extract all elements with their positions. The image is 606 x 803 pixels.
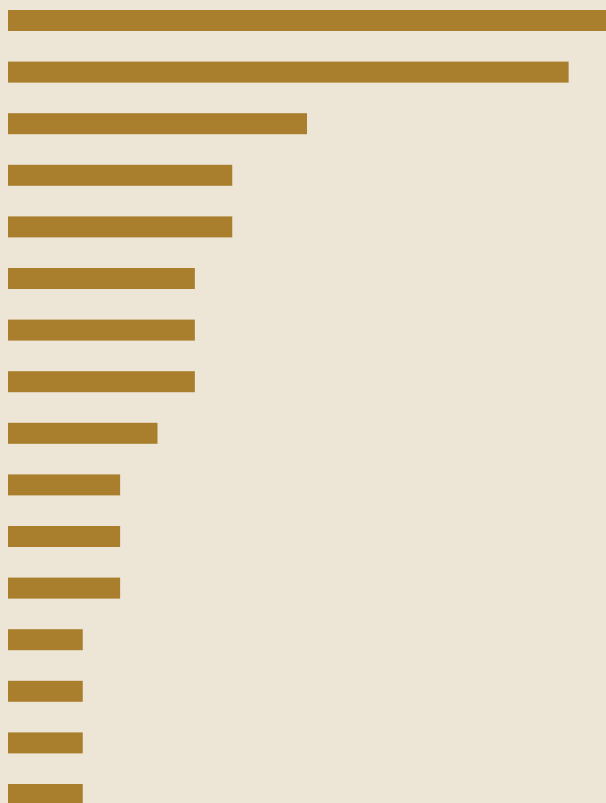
bar [8, 319, 195, 341]
bar [8, 732, 83, 754]
bar [8, 61, 569, 83]
bar [8, 474, 121, 496]
bar [8, 526, 121, 547]
bar [8, 113, 307, 135]
bar [8, 164, 233, 186]
bar [8, 268, 195, 289]
bar [8, 577, 121, 599]
bar [8, 10, 606, 31]
bar [8, 629, 83, 651]
bar [8, 216, 233, 238]
bar [8, 371, 195, 393]
bar [8, 680, 83, 702]
bar [8, 784, 83, 803]
bar [8, 422, 158, 444]
